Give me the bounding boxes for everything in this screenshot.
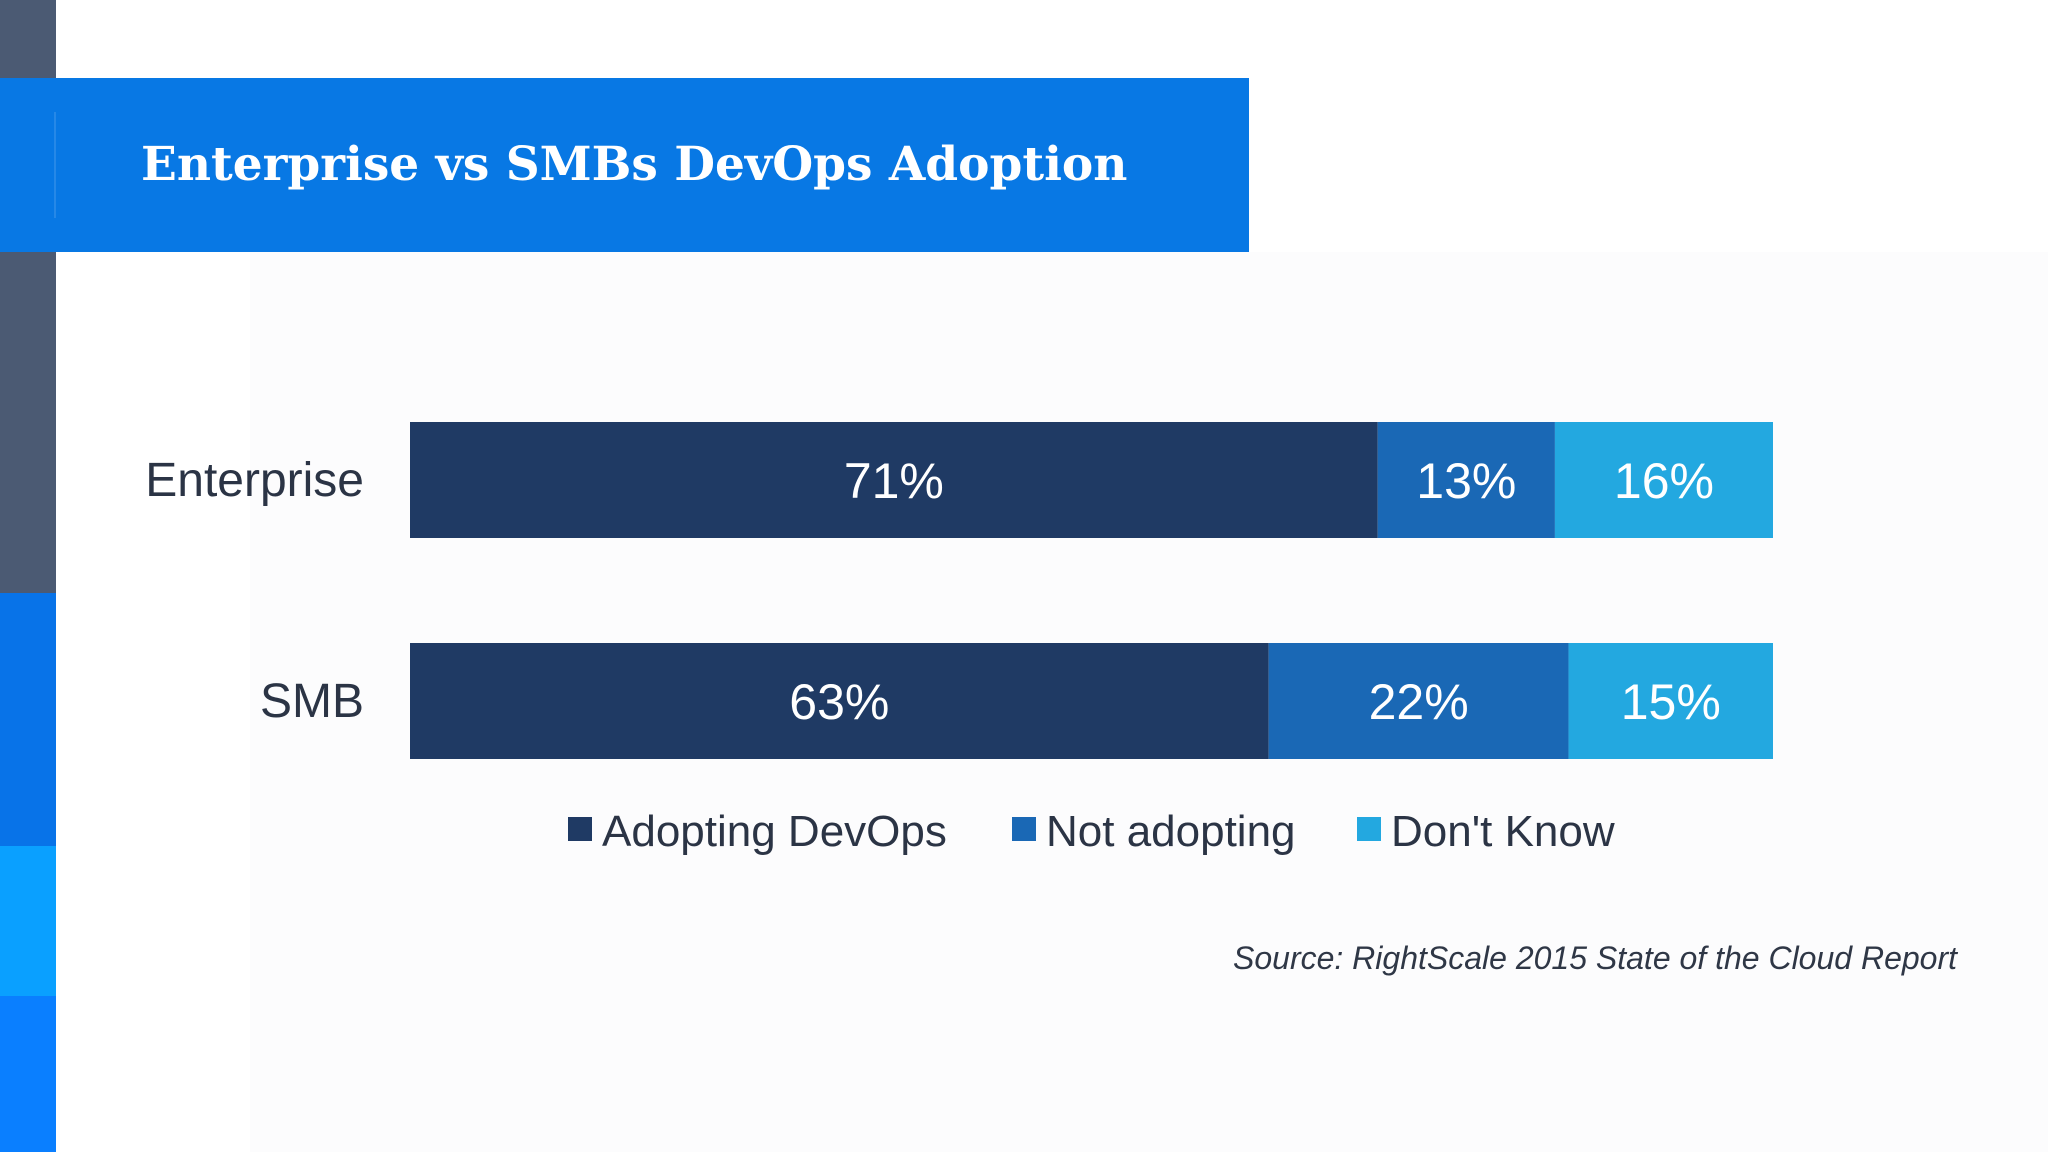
bar-segment-enterprise-adopting-devops <box>410 422 1378 538</box>
data-label-smb-not-adopting: 22% <box>1369 674 1469 730</box>
bar-segment-enterprise-not-adopting <box>1377 422 1555 538</box>
slide-title: Enterprise vs SMBs DevOps Adoption <box>141 137 1128 192</box>
strip-segment-cyan <box>0 846 56 996</box>
title-banner <box>0 78 1249 252</box>
legend-label-don-t-know: Don't Know <box>1391 807 1615 856</box>
strip-segment-blue-bottom <box>0 996 56 1152</box>
strip-segment-gray <box>0 252 56 593</box>
bar-segment-smb-don-t-know <box>1568 643 1773 759</box>
strip-segment-blue <box>0 593 56 846</box>
data-label-enterprise-don-t-know: 16% <box>1614 453 1714 509</box>
legend-swatch-not-adopting <box>1012 817 1036 841</box>
data-label-smb-adopting-devops: 63% <box>789 674 889 730</box>
category-label-smb: SMB <box>260 675 364 728</box>
data-label-enterprise-not-adopting: 13% <box>1416 453 1516 509</box>
legend-swatch-adopting-devops <box>568 817 592 841</box>
source-note: Source: RightScale 2015 State of the Clo… <box>1233 940 1957 976</box>
title-divider <box>54 112 56 218</box>
data-label-enterprise-adopting-devops: 71% <box>844 453 944 509</box>
data-label-smb-don-t-know: 15% <box>1621 674 1721 730</box>
legend-swatch-don-t-know <box>1357 817 1381 841</box>
category-label-enterprise: Enterprise <box>145 454 364 507</box>
legend-label-adopting-devops: Adopting DevOps <box>602 807 947 856</box>
bar-segment-smb-adopting-devops <box>410 643 1269 759</box>
bar-segment-smb-not-adopting <box>1268 643 1569 759</box>
strip-segment-gray-top <box>0 0 56 78</box>
left-accent-strip <box>0 0 56 1152</box>
legend-label-not-adopting: Not adopting <box>1046 807 1296 856</box>
bar-segment-enterprise-don-t-know <box>1554 422 1773 538</box>
